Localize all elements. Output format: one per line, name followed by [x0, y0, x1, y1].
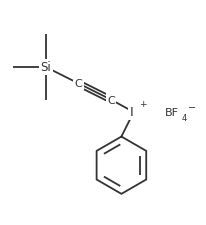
Text: C: C: [75, 79, 82, 89]
Text: +: +: [139, 100, 147, 109]
Text: Si: Si: [40, 61, 51, 74]
Text: I: I: [130, 106, 133, 119]
Text: BF: BF: [164, 108, 178, 117]
Text: 4: 4: [182, 113, 187, 122]
Text: C: C: [107, 95, 115, 105]
Text: −: −: [188, 103, 196, 113]
